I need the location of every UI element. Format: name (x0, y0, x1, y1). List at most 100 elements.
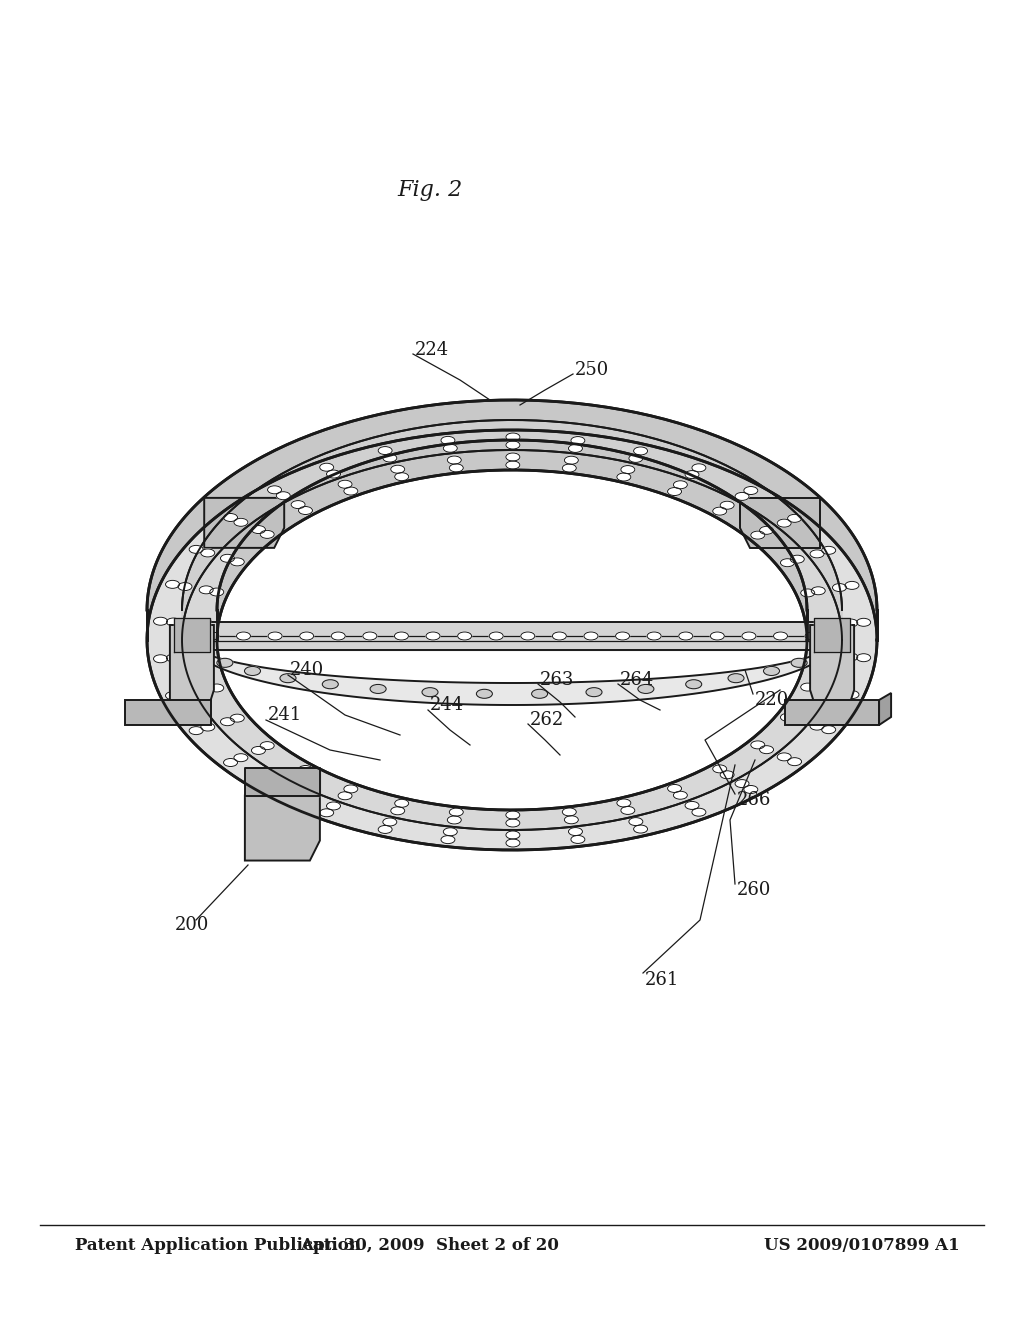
Ellipse shape (210, 587, 224, 597)
Ellipse shape (178, 689, 193, 697)
Polygon shape (182, 420, 842, 640)
Ellipse shape (521, 632, 535, 640)
Ellipse shape (777, 752, 792, 760)
Ellipse shape (685, 801, 699, 809)
Ellipse shape (562, 808, 577, 816)
Polygon shape (182, 450, 842, 830)
Ellipse shape (230, 558, 245, 566)
Ellipse shape (260, 742, 274, 750)
Ellipse shape (178, 582, 193, 590)
Text: Patent Application Publication: Patent Application Publication (75, 1237, 360, 1254)
Ellipse shape (300, 632, 313, 640)
Ellipse shape (223, 759, 238, 767)
Polygon shape (191, 622, 833, 649)
Ellipse shape (506, 840, 520, 847)
Ellipse shape (857, 653, 870, 661)
Ellipse shape (735, 780, 749, 788)
Ellipse shape (268, 632, 282, 640)
Ellipse shape (394, 632, 409, 640)
Ellipse shape (344, 487, 357, 495)
Ellipse shape (323, 680, 338, 689)
Ellipse shape (205, 632, 219, 640)
Ellipse shape (811, 685, 825, 693)
Ellipse shape (189, 545, 203, 553)
Ellipse shape (833, 689, 847, 697)
Ellipse shape (810, 550, 824, 558)
Ellipse shape (728, 673, 744, 682)
Ellipse shape (743, 487, 758, 495)
Ellipse shape (787, 515, 802, 523)
Ellipse shape (811, 651, 824, 659)
Ellipse shape (338, 792, 352, 800)
Ellipse shape (857, 618, 870, 626)
Ellipse shape (564, 816, 579, 824)
Text: Fig. 2: Fig. 2 (397, 180, 463, 201)
Ellipse shape (777, 519, 792, 527)
Text: 261: 261 (645, 972, 679, 989)
Ellipse shape (692, 808, 706, 816)
Ellipse shape (571, 836, 585, 843)
Polygon shape (147, 400, 877, 640)
Ellipse shape (327, 803, 341, 810)
Ellipse shape (801, 682, 815, 692)
Ellipse shape (742, 632, 756, 640)
Ellipse shape (245, 667, 260, 676)
Ellipse shape (327, 470, 341, 478)
Ellipse shape (674, 791, 687, 799)
Text: 263: 263 (540, 671, 574, 689)
Ellipse shape (233, 519, 248, 527)
Polygon shape (147, 430, 877, 850)
Ellipse shape (845, 581, 859, 590)
Ellipse shape (743, 785, 758, 793)
Ellipse shape (713, 764, 727, 774)
Ellipse shape (810, 649, 826, 659)
Ellipse shape (811, 620, 824, 628)
Ellipse shape (378, 446, 392, 454)
Ellipse shape (668, 784, 682, 792)
Ellipse shape (506, 461, 520, 469)
Ellipse shape (506, 832, 520, 840)
Ellipse shape (447, 816, 461, 824)
Ellipse shape (198, 649, 214, 659)
Ellipse shape (167, 653, 180, 663)
Ellipse shape (200, 686, 213, 694)
Ellipse shape (267, 486, 282, 494)
Ellipse shape (443, 828, 458, 836)
Ellipse shape (443, 445, 458, 453)
Polygon shape (739, 498, 820, 548)
Text: 240: 240 (290, 661, 325, 678)
Ellipse shape (629, 817, 643, 825)
Text: 260: 260 (737, 880, 771, 899)
Ellipse shape (713, 507, 727, 515)
Ellipse shape (571, 437, 585, 445)
Ellipse shape (531, 689, 548, 698)
Ellipse shape (331, 632, 345, 640)
Polygon shape (217, 440, 807, 640)
Ellipse shape (267, 787, 282, 795)
Polygon shape (174, 618, 210, 652)
Ellipse shape (230, 714, 245, 722)
Polygon shape (879, 693, 891, 725)
Ellipse shape (276, 492, 290, 500)
Ellipse shape (237, 632, 251, 640)
Ellipse shape (252, 746, 265, 755)
Polygon shape (204, 498, 285, 548)
Ellipse shape (780, 558, 795, 566)
Ellipse shape (621, 807, 635, 814)
Ellipse shape (450, 463, 463, 473)
Text: 224: 224 (415, 341, 450, 359)
Ellipse shape (735, 492, 749, 500)
Ellipse shape (634, 447, 647, 455)
Ellipse shape (844, 653, 858, 661)
Ellipse shape (383, 454, 397, 462)
Text: 241: 241 (268, 706, 302, 723)
Text: 244: 244 (430, 696, 464, 714)
Ellipse shape (167, 618, 180, 626)
Ellipse shape (188, 653, 203, 661)
Ellipse shape (506, 818, 520, 828)
Ellipse shape (760, 527, 773, 535)
Text: Apr. 30, 2009  Sheet 2 of 20: Apr. 30, 2009 Sheet 2 of 20 (301, 1237, 559, 1254)
Ellipse shape (506, 441, 520, 449)
Ellipse shape (383, 818, 397, 826)
Ellipse shape (506, 433, 520, 441)
